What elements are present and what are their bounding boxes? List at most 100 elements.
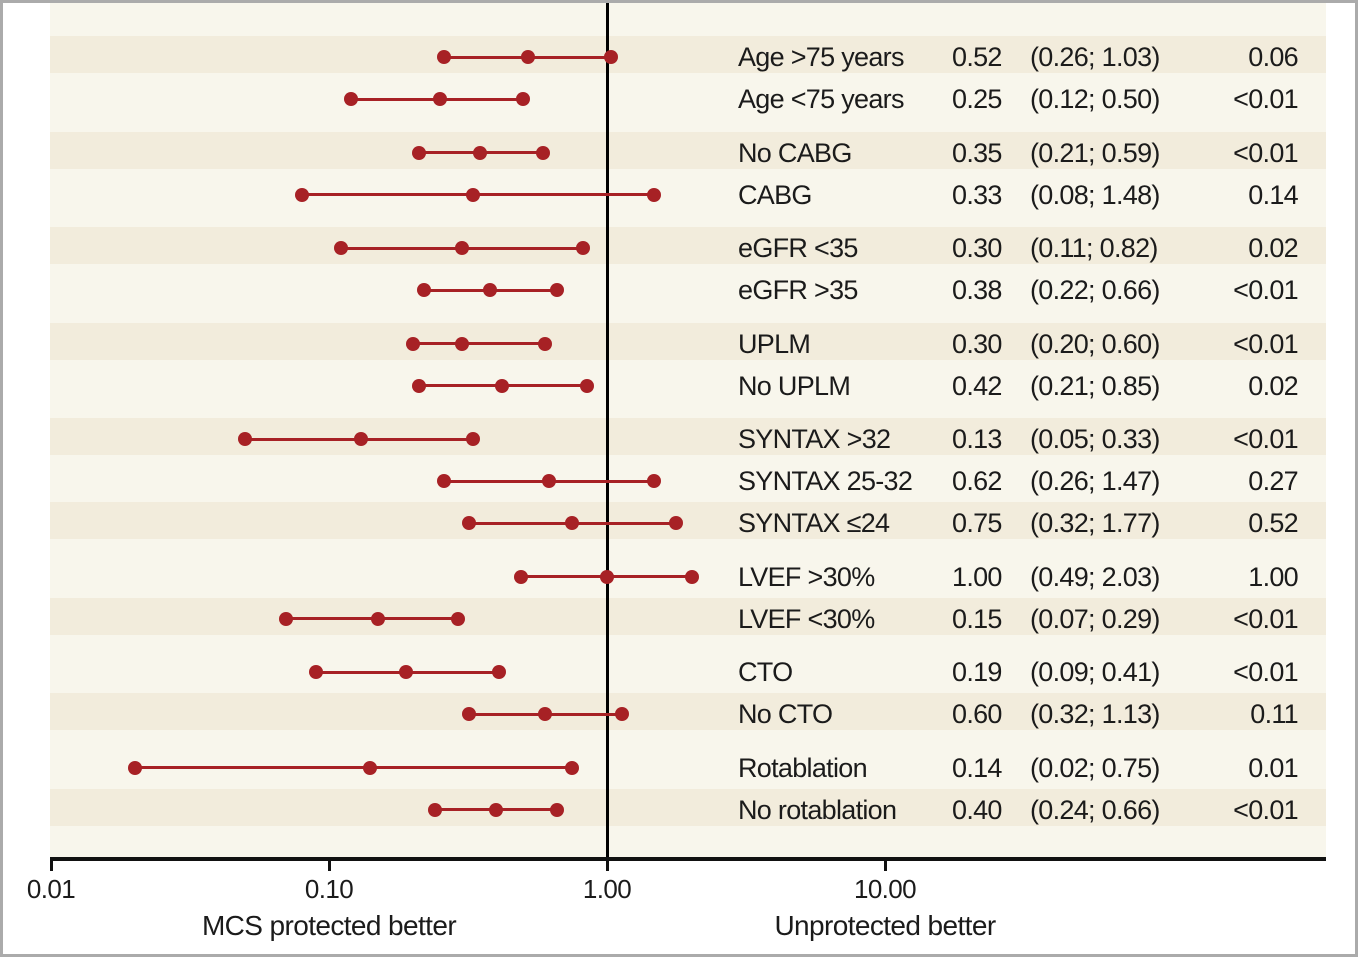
estimate-dot <box>362 760 377 775</box>
row-ci: (0.07; 0.29) <box>1030 603 1160 634</box>
estimate-dot <box>521 50 536 64</box>
ci-upper-dot <box>668 516 683 530</box>
row-p-value: 0.11 <box>1250 699 1298 729</box>
ci-upper-dot <box>576 241 591 255</box>
row-p-value: 1.00 <box>1248 561 1298 592</box>
ci-whisker <box>412 342 546 345</box>
row-estimate: 0.13 <box>952 424 1002 454</box>
row-estimate: 0.60 <box>952 699 1002 729</box>
ci-lower-dot <box>344 92 358 106</box>
row-p-value: <0.01 <box>1233 328 1299 359</box>
x-axis-tick <box>883 861 887 871</box>
ci-upper-dot <box>614 707 629 721</box>
estimate-dot <box>600 569 614 584</box>
row-estimate: 0.75 <box>952 508 1002 538</box>
ci-upper-dot <box>536 145 551 160</box>
row-estimate: 0.42 <box>952 370 1002 401</box>
row-label: eGFR <35 <box>738 233 858 263</box>
ci-upper-dot <box>549 283 564 297</box>
ci-whisker <box>134 766 573 769</box>
row-stripe <box>50 36 1326 73</box>
row-ci: (0.32; 1.13) <box>1030 699 1160 729</box>
ci-upper-dot <box>603 50 618 64</box>
ci-upper-dot <box>580 378 595 393</box>
row-estimate: 0.25 <box>952 84 1002 114</box>
estimate-dot <box>454 336 469 351</box>
row-ci: (0.05; 0.33) <box>1030 424 1160 454</box>
row-estimate: 0.40 <box>952 794 1002 825</box>
estimate-dot <box>454 241 469 255</box>
row-stripe <box>50 788 1326 826</box>
estimate-dot <box>538 707 553 721</box>
ci-lower-dot <box>411 145 426 160</box>
row-estimate: 1.00 <box>952 561 1002 592</box>
row-estimate: 0.33 <box>952 179 1002 210</box>
ci-lower-dot <box>405 336 420 351</box>
ci-upper-dot <box>492 665 507 679</box>
row-p-value: <0.01 <box>1233 794 1299 825</box>
ci-lower-dot <box>462 516 477 530</box>
row-p-value: <0.01 <box>1233 424 1299 454</box>
x-axis-tick <box>327 861 331 871</box>
row-stripe <box>50 502 1326 539</box>
ci-lower-dot <box>295 187 310 202</box>
estimate-dot <box>495 378 510 393</box>
estimate-dot <box>473 145 488 160</box>
x-axis-caption-right: Unprotected better <box>774 910 996 941</box>
row-label: CTO <box>738 657 793 687</box>
row-label: No CTO <box>738 699 833 729</box>
row-stripe <box>50 322 1326 360</box>
row-label: SYNTAX 25-32 <box>738 466 913 496</box>
estimate-dot <box>466 187 481 202</box>
estimate-dot <box>483 283 498 297</box>
row-ci: (0.11; 0.82) <box>1030 233 1158 263</box>
row-stripe <box>50 597 1326 635</box>
row-stripe <box>50 418 1326 455</box>
row-ci: (0.26; 1.03) <box>1030 42 1160 72</box>
row-p-value: <0.01 <box>1233 603 1299 634</box>
ci-upper-dot <box>646 474 661 488</box>
ci-upper-dot <box>565 760 580 775</box>
row-p-value: <0.01 <box>1233 275 1299 305</box>
ci-upper-dot <box>450 611 465 626</box>
row-label: SYNTAX >32 <box>738 424 891 454</box>
row-label: LVEF <30% <box>738 603 875 634</box>
row-estimate: 0.62 <box>952 466 1002 496</box>
row-ci: (0.22; 0.66) <box>1030 275 1160 305</box>
row-label: CABG <box>738 179 812 210</box>
estimate-dot <box>542 474 557 488</box>
x-axis-tick-label: 0.10 <box>304 874 354 904</box>
row-ci: (0.26; 1.47) <box>1030 466 1160 496</box>
ci-upper-dot <box>647 187 662 202</box>
row-ci: (0.32; 1.77) <box>1030 508 1160 538</box>
row-label: UPLM <box>738 328 811 359</box>
estimate-dot <box>432 92 447 106</box>
ci-lower-dot <box>127 760 142 775</box>
ci-upper-dot <box>538 336 553 351</box>
row-label: Age <75 years <box>738 84 904 114</box>
ci-lower-dot <box>417 283 432 297</box>
x-axis-tick-label: 0.01 <box>26 874 76 904</box>
row-p-value: <0.01 <box>1233 657 1299 687</box>
row-label: eGFR >35 <box>738 275 858 305</box>
x-axis-tick <box>49 861 53 871</box>
ci-upper-dot <box>685 569 700 584</box>
row-stripe <box>50 227 1326 264</box>
reference-line <box>605 3 609 861</box>
ci-upper-dot <box>516 92 531 106</box>
estimate-dot <box>353 432 368 446</box>
row-ci: (0.02; 0.75) <box>1030 752 1160 783</box>
x-axis-caption-left: MCS protected better <box>201 910 457 941</box>
row-p-value: 0.02 <box>1248 370 1298 401</box>
row-ci: (0.49; 2.03) <box>1030 561 1160 592</box>
row-estimate: 0.30 <box>952 328 1002 359</box>
row-estimate: 0.30 <box>952 233 1002 263</box>
estimate-dot <box>565 516 580 530</box>
ci-lower-dot <box>278 611 293 626</box>
x-axis-tick-label: 10.00 <box>853 874 917 904</box>
row-estimate: 0.52 <box>952 42 1002 72</box>
ci-lower-dot <box>437 474 452 488</box>
row-estimate: 0.38 <box>952 275 1002 305</box>
row-stripe <box>50 131 1326 169</box>
